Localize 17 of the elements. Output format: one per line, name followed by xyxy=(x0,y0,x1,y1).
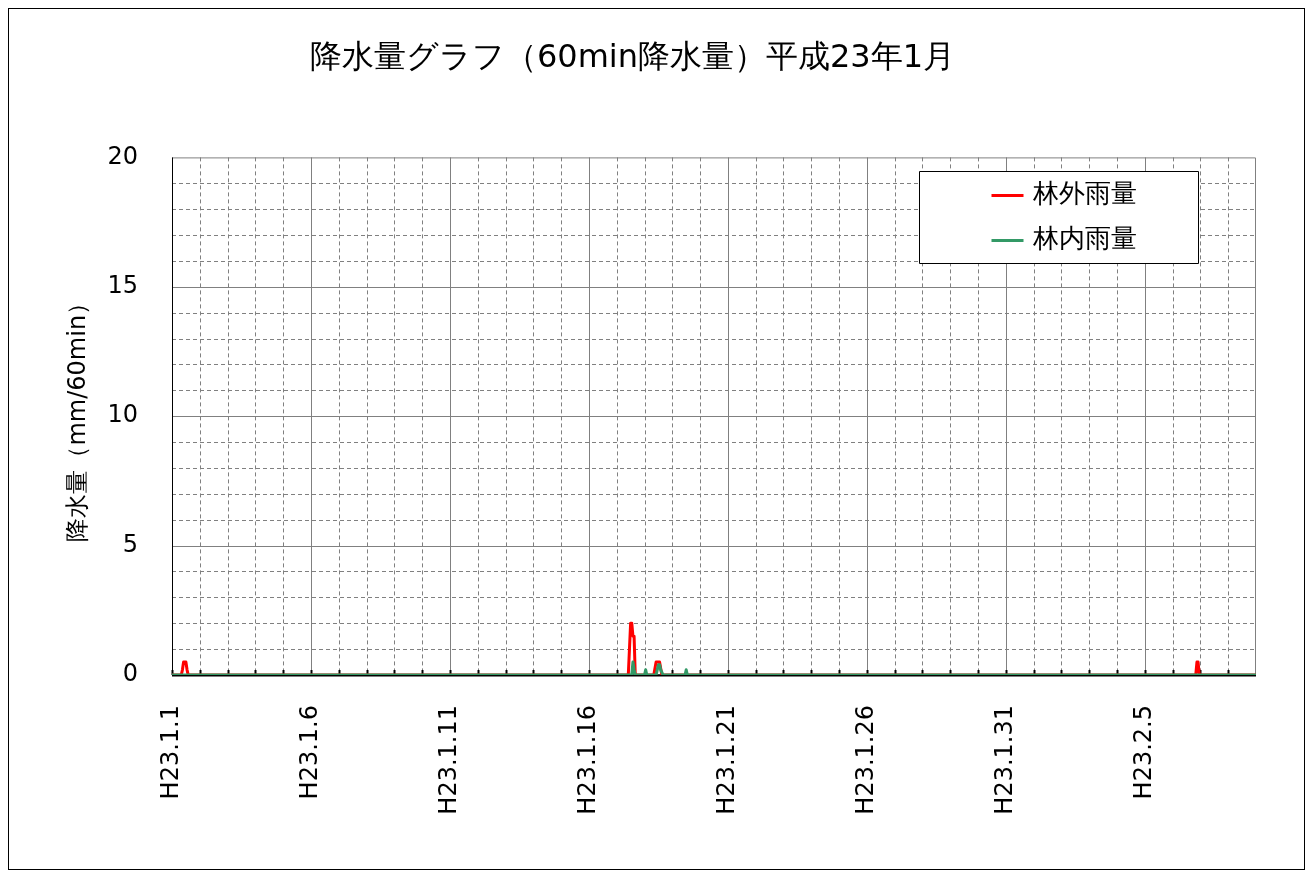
x-tick-label: H23.1.31 xyxy=(990,705,1019,815)
y-tick-label: 20 xyxy=(107,141,138,170)
y-tick-label: 15 xyxy=(107,271,138,300)
x-tick-label: H23.1.6 xyxy=(295,705,324,800)
x-tick-label: H23.2.5 xyxy=(1129,705,1158,800)
y-axis-title: 降水量（mm/60min） xyxy=(62,290,91,542)
y-tick-label: 10 xyxy=(107,400,138,429)
legend-label: 林外雨量 xyxy=(1031,178,1137,209)
x-tick-label: H23.1.26 xyxy=(851,705,880,815)
x-tick-label: H23.1.16 xyxy=(573,705,602,815)
x-tick-label: H23.1.21 xyxy=(712,705,741,815)
legend-label: 林内雨量 xyxy=(1031,223,1137,254)
y-tick-label: 5 xyxy=(122,529,138,558)
chart-title: 降水量グラフ（60min降水量）平成23年1月 xyxy=(309,36,956,75)
x-tick-label: H23.1.1 xyxy=(156,705,185,800)
y-tick-label: 0 xyxy=(122,659,138,688)
x-tick-label: H23.1.11 xyxy=(434,705,463,815)
